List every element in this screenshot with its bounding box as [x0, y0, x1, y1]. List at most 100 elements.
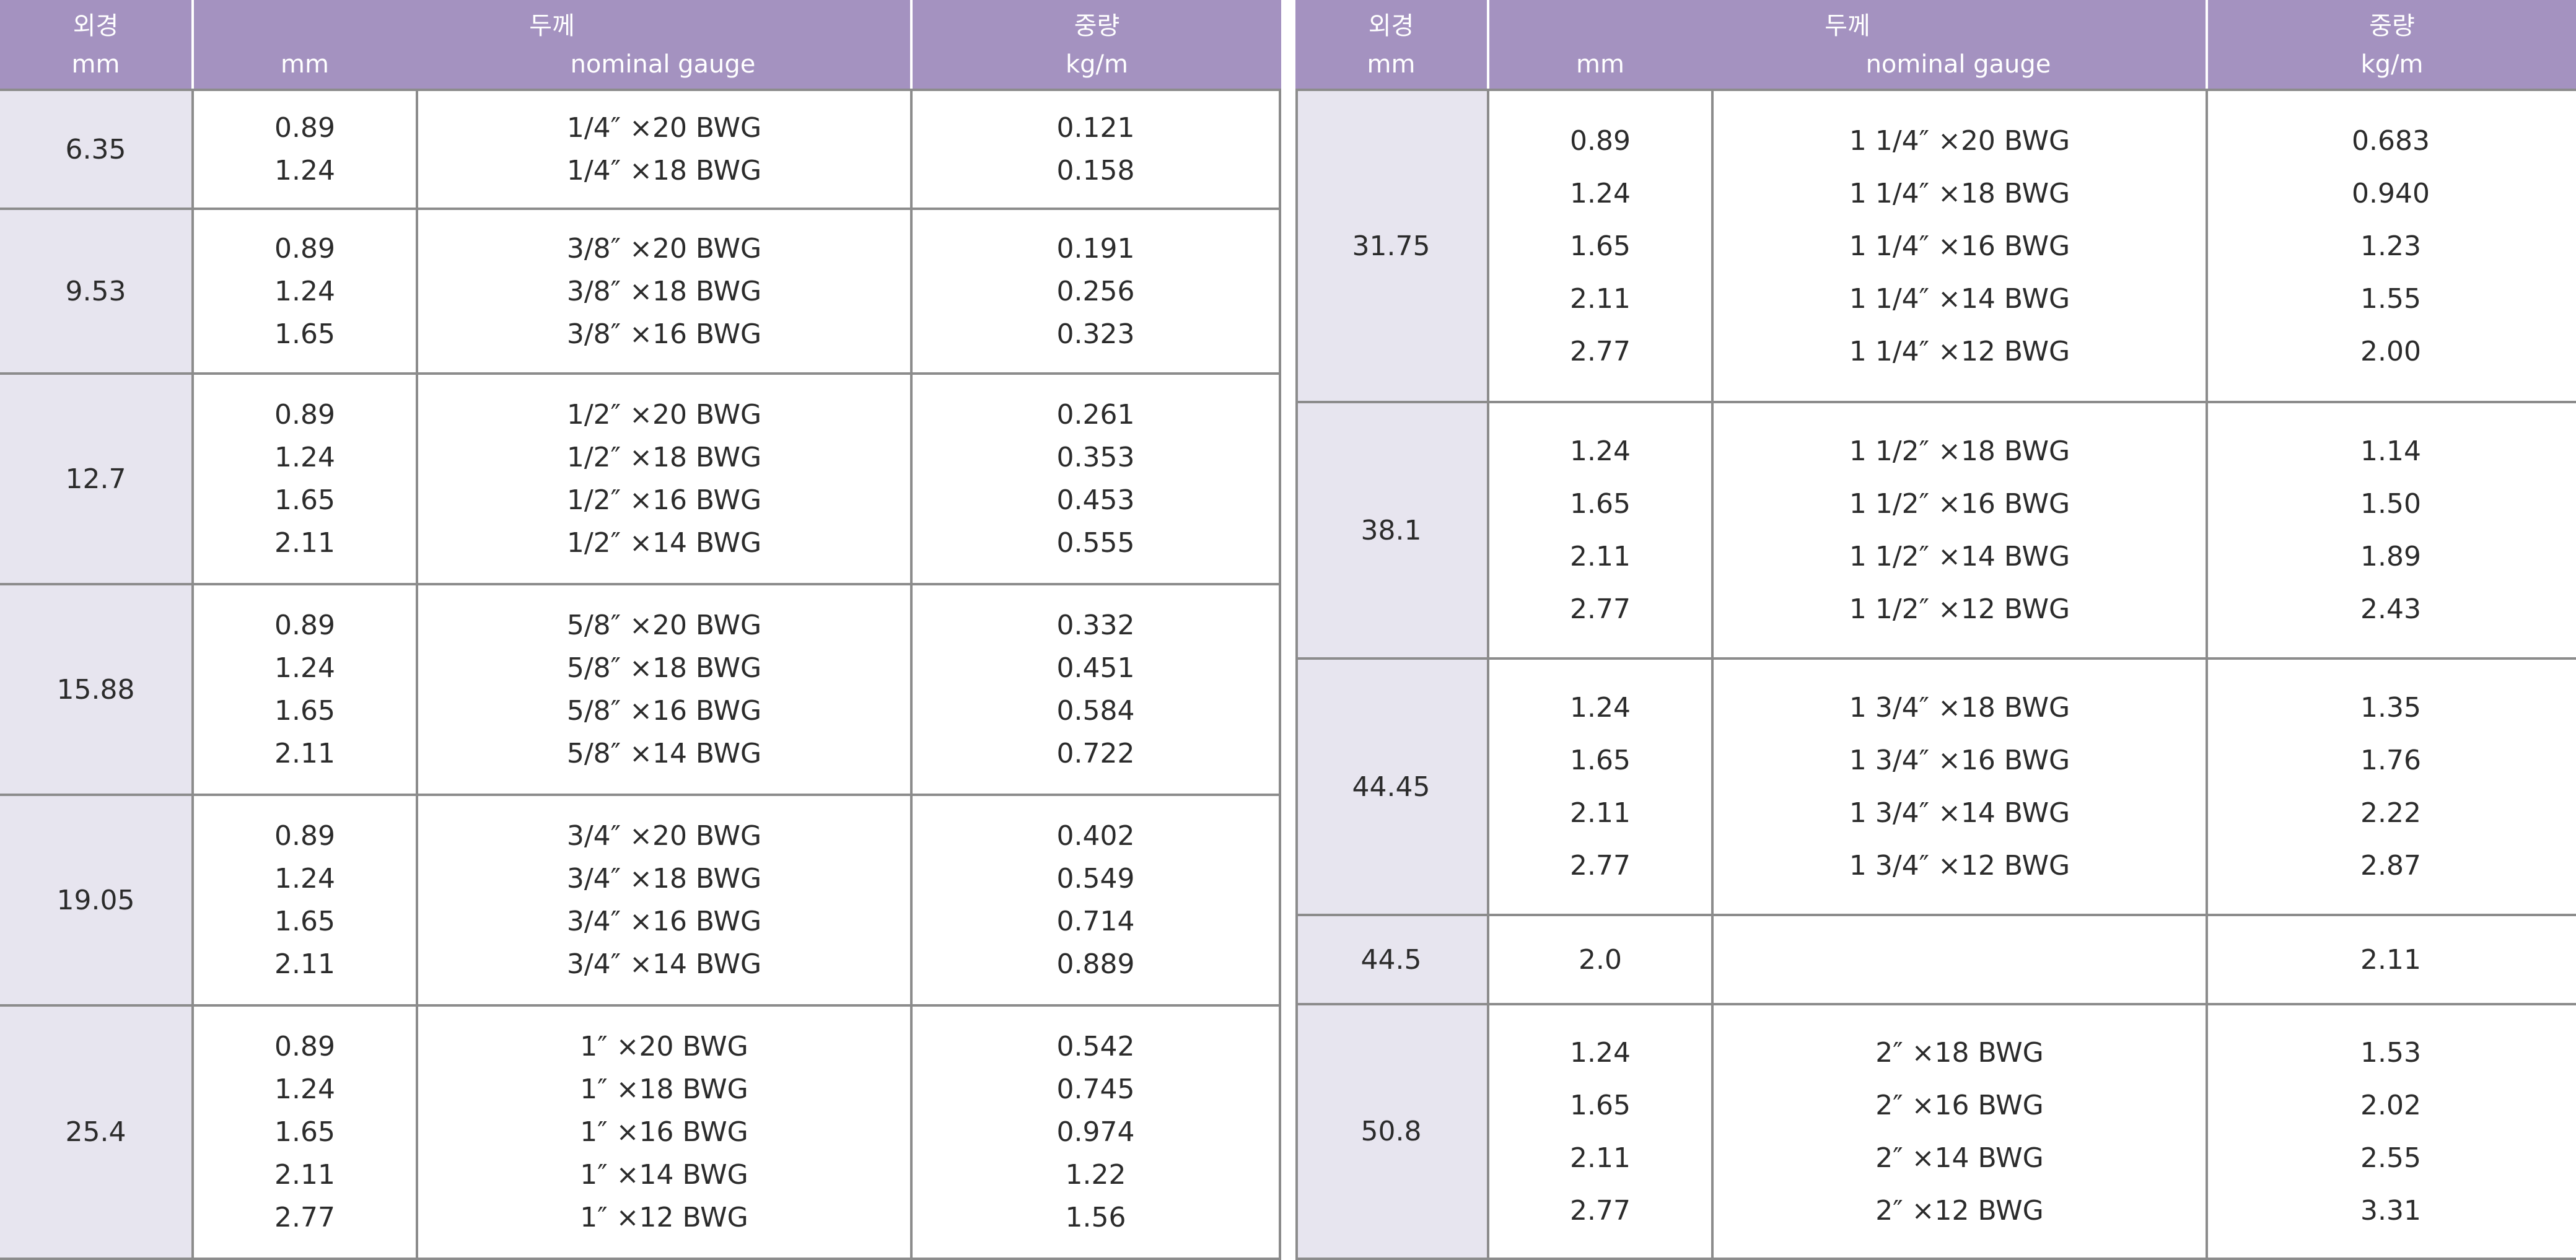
- thickness-mm-cell-column: 1.24 1.65 2.11 2.77: [1489, 660, 1711, 914]
- weight-cell-column: 2.11: [2208, 916, 2574, 1003]
- nominal-gauge-cell: 1/4″ ×20 BWG: [566, 112, 762, 144]
- nominal-gauge-cell: 5/8″ ×18 BWG: [566, 652, 762, 684]
- nominal-gauge-cell: 1/2″ ×16 BWG: [566, 484, 762, 516]
- weight-cell-column: 1.35 1.76 2.22 2.87: [2208, 660, 2574, 914]
- weight-cell-column: 0.402 0.549 0.714 0.889: [913, 796, 1279, 1004]
- thickness-mm-cell: 1.65: [1570, 1089, 1631, 1121]
- thickness-mm-cell: 1.65: [274, 1116, 335, 1148]
- weight-cell-column: 0.261 0.353 0.453 0.555: [913, 375, 1279, 583]
- nominal-gauge-cell: 1 1/2″ ×18 BWG: [1849, 435, 2070, 467]
- nominal-gauge-cell: 2″ ×12 BWG: [1875, 1194, 2044, 1227]
- thickness-mm-cell: 1.65: [1570, 488, 1631, 520]
- weight-cell: 1.50: [2360, 488, 2421, 520]
- header-od-unit: mm: [1367, 50, 1416, 79]
- thickness-mm-cell: 1.24: [1570, 1036, 1631, 1069]
- weight-cell: 2.00: [2360, 335, 2421, 367]
- header-od: 외경 mm: [0, 0, 191, 89]
- weight-cell: 0.121: [1056, 112, 1135, 144]
- weight-cell: 1.22: [1065, 1159, 1126, 1191]
- nominal-gauge-cell: 1 1/2″ ×12 BWG: [1849, 593, 2070, 625]
- nominal-gauge-cell: 1/2″ ×20 BWG: [566, 399, 762, 431]
- thickness-mm-cell: 2.77: [1570, 1194, 1631, 1227]
- thickness-mm-cell: 2.77: [1570, 593, 1631, 625]
- nominal-gauge-cell: 1/4″ ×18 BWG: [566, 155, 762, 186]
- nominal-gauge-cell: 1 1/2″ ×16 BWG: [1849, 488, 2070, 520]
- nominal-gauge-cell: 1 3/4″ ×16 BWG: [1849, 745, 2070, 776]
- weight-cell: 1.23: [2360, 230, 2421, 262]
- table-header: 외경 mm 두께 mm nominal gauge 중량 kg/m: [0, 0, 1281, 89]
- weight-cell-column: 1.53 2.02 2.55 3.31: [2208, 1005, 2574, 1258]
- nominal-gauge-cell: 1″ ×14 BWG: [580, 1159, 748, 1191]
- weight-cell: 0.191: [1056, 232, 1135, 265]
- thickness-mm-cell: 0.89: [274, 1031, 335, 1062]
- table-row-group: 44.45 1.24 1.65 2.11 2.77 1 3/4″ ×18 BWG 1 3/4…: [1295, 657, 2576, 914]
- right-table-body: 31.75 0.89 1.24 1.65 2.11 2.77 1 1/4″ ×20 BWG 1…: [1295, 89, 2576, 1260]
- thickness-mm-cell-column: 1.24 1.65 2.11 2.77: [1489, 403, 1711, 657]
- nominal-gauge-cell: 1 1/2″ ×14 BWG: [1849, 541, 2070, 572]
- header-od: 외경 mm: [1295, 0, 1487, 89]
- thickness-mm-cell-column: 0.89 1.24 1.65 2.11 2.77: [1489, 91, 1711, 401]
- weight-cell: 2.87: [2360, 850, 2421, 882]
- thickness-mm-cell-column: 1.24 1.65 2.11 2.77: [1489, 1005, 1711, 1258]
- nominal-gauge-cell: 3/4″ ×14 BWG: [566, 948, 762, 980]
- nominal-gauge-cell-column: 1 1/4″ ×20 BWG 1 1/4″ ×18 BWG 1 1/4″ ×16 B…: [1714, 91, 2206, 401]
- nominal-gauge-cell: 1 1/4″ ×14 BWG: [1849, 282, 2070, 315]
- nominal-gauge-cell: 3/4″ ×18 BWG: [566, 863, 762, 895]
- thickness-mm-cell-column: 0.89 1.24: [194, 91, 416, 208]
- thickness-mm-cell: 1.65: [1570, 745, 1631, 776]
- thickness-mm-cell: 1.24: [274, 863, 335, 895]
- table-row-group: 44.5 2.0 2.11: [1295, 914, 2576, 1003]
- header-thickness-mm: mm: [1576, 50, 1624, 79]
- thickness-mm-cell: 0.89: [274, 610, 335, 641]
- outer-diameter-cell: 6.35: [0, 91, 191, 208]
- table-header: 외경 mm 두께 mm nominal gauge 중량 kg/m: [1295, 0, 2576, 89]
- outer-diameter-cell: 44.45: [1295, 660, 1487, 914]
- left-table: 외경 mm 두께 mm nominal gauge 중량 kg/m 6.35 0.…: [0, 0, 1281, 1260]
- thickness-mm-cell: 0.89: [274, 399, 335, 431]
- table-row-group: 50.8 1.24 1.65 2.11 2.77 2″ ×18 BWG 2″ ×16 BWG…: [1295, 1003, 2576, 1260]
- header-od-label: 외경: [1368, 12, 1414, 40]
- thickness-mm-cell: 1.24: [274, 155, 335, 186]
- weight-cell: 2.11: [2360, 943, 2421, 976]
- weight-cell: 0.549: [1056, 863, 1135, 895]
- header-weight: 중량 kg/m: [913, 0, 1281, 89]
- nominal-gauge-cell: 1 3/4″ ×14 BWG: [1849, 797, 2070, 829]
- weight-cell: 1.56: [1065, 1202, 1126, 1233]
- weight-cell: 0.542: [1056, 1031, 1135, 1062]
- weight-cell: 1.14: [2360, 435, 2421, 467]
- weight-cell: 1.35: [2360, 692, 2421, 724]
- thickness-mm-cell: 2.11: [1570, 282, 1631, 315]
- header-thickness-mm: mm: [281, 50, 329, 79]
- thickness-mm-cell: 1.24: [1570, 177, 1631, 209]
- weight-cell: 0.745: [1056, 1074, 1135, 1105]
- nominal-gauge-cell-column: 1″ ×20 BWG 1″ ×18 BWG 1″ ×16 BWG 1″ ×14 BWG…: [418, 1007, 910, 1258]
- weight-cell: 1.53: [2360, 1036, 2421, 1069]
- thickness-mm-cell: 2.77: [1570, 850, 1631, 882]
- weight-cell: 0.940: [2352, 177, 2430, 209]
- header-thickness-label: 두께: [529, 12, 575, 40]
- thickness-mm-cell: 2.11: [1570, 541, 1631, 572]
- thickness-mm-cell: 1.24: [1570, 435, 1631, 467]
- nominal-gauge-cell-column: 1/4″ ×20 BWG 1/4″ ×18 BWG: [418, 91, 910, 208]
- table-row-group: 6.35 0.89 1.24 1/4″ ×20 BWG 1/4″ ×18 BWG 0.12…: [0, 89, 1281, 208]
- nominal-gauge-cell: 1 3/4″ ×18 BWG: [1849, 692, 2070, 724]
- weight-cell-column: 0.332 0.451 0.584 0.722: [913, 585, 1279, 794]
- thickness-mm-cell: 2.77: [1570, 335, 1631, 367]
- nominal-gauge-cell: 2″ ×18 BWG: [1875, 1036, 2044, 1069]
- outer-diameter-cell: 15.88: [0, 585, 191, 794]
- weight-cell: 3.31: [2360, 1194, 2421, 1227]
- table-row-group: 9.53 0.89 1.24 1.65 3/8″ ×20 BWG 3/8″ ×18 BWG…: [0, 208, 1281, 372]
- nominal-gauge-cell: 3/8″ ×16 BWG: [566, 318, 762, 350]
- weight-cell: 0.332: [1056, 610, 1135, 641]
- thickness-mm-cell: 2.11: [274, 738, 335, 769]
- weight-cell: 0.889: [1056, 948, 1135, 980]
- thickness-mm-cell: 1.24: [274, 275, 335, 307]
- weight-cell-column: 1.14 1.50 1.89 2.43: [2208, 403, 2574, 657]
- nominal-gauge-cell: 1″ ×20 BWG: [580, 1031, 748, 1062]
- thickness-mm-cell: 2.11: [274, 948, 335, 980]
- thickness-mm-cell: 1.65: [274, 484, 335, 516]
- nominal-gauge-cell-column: 5/8″ ×20 BWG 5/8″ ×18 BWG 5/8″ ×16 BWG 5/8″…: [418, 585, 910, 794]
- weight-cell: 0.974: [1056, 1116, 1135, 1148]
- thickness-mm-cell-column: 0.89 1.24 1.65 2.11: [194, 796, 416, 1004]
- thickness-mm-cell: 2.11: [1570, 797, 1631, 829]
